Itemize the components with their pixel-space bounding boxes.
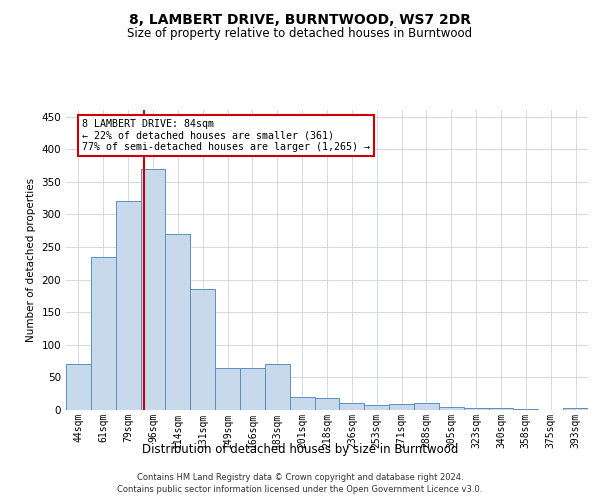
Bar — [91, 256, 116, 410]
Bar — [265, 364, 290, 410]
Bar — [389, 404, 414, 410]
Text: Contains public sector information licensed under the Open Government Licence v3: Contains public sector information licen… — [118, 485, 482, 494]
Bar — [215, 368, 240, 410]
Bar — [240, 368, 265, 410]
Bar — [464, 408, 488, 410]
Bar — [340, 404, 364, 410]
Bar — [364, 406, 389, 410]
Bar — [190, 290, 215, 410]
Text: Size of property relative to detached houses in Burntwood: Size of property relative to detached ho… — [127, 28, 473, 40]
Bar — [166, 234, 190, 410]
Bar — [116, 202, 140, 410]
Bar — [488, 408, 514, 410]
Text: 8, LAMBERT DRIVE, BURNTWOOD, WS7 2DR: 8, LAMBERT DRIVE, BURNTWOOD, WS7 2DR — [129, 12, 471, 26]
Bar — [314, 398, 340, 410]
Text: Contains HM Land Registry data © Crown copyright and database right 2024.: Contains HM Land Registry data © Crown c… — [137, 472, 463, 482]
Y-axis label: Number of detached properties: Number of detached properties — [26, 178, 36, 342]
Bar — [290, 397, 314, 410]
Bar — [414, 404, 439, 410]
Bar — [563, 408, 588, 410]
Bar — [66, 364, 91, 410]
Text: 8 LAMBERT DRIVE: 84sqm
← 22% of detached houses are smaller (361)
77% of semi-de: 8 LAMBERT DRIVE: 84sqm ← 22% of detached… — [82, 119, 370, 152]
Bar — [140, 168, 166, 410]
Bar — [439, 406, 464, 410]
Text: Distribution of detached houses by size in Burntwood: Distribution of detached houses by size … — [142, 442, 458, 456]
